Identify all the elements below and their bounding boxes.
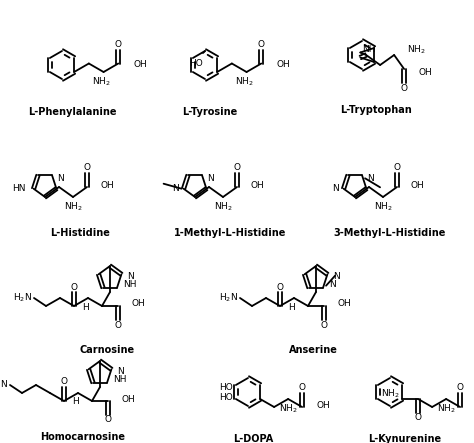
Text: O: O [258,40,265,49]
Text: H$_2$N: H$_2$N [13,292,32,304]
Text: OH: OH [101,180,115,190]
Text: NH$_2$: NH$_2$ [214,201,232,213]
Text: O: O [393,163,401,172]
Text: OH: OH [276,60,290,69]
Text: NH$_2$: NH$_2$ [374,201,392,213]
Text: O: O [299,384,306,392]
Text: O: O [104,416,111,424]
Text: Homocarnosine: Homocarnosine [40,432,126,442]
Text: NH: NH [113,375,127,384]
Text: O: O [320,320,328,330]
Text: NH: NH [362,45,376,54]
Text: Anserine: Anserine [289,345,337,355]
Text: NH$_2$: NH$_2$ [235,76,254,88]
Text: O: O [71,283,78,291]
Text: NH$_2$: NH$_2$ [64,201,82,213]
Text: OH: OH [132,299,146,308]
Text: L-DOPA: L-DOPA [233,434,273,443]
Text: O: O [234,163,240,172]
Text: O: O [115,40,122,49]
Text: N: N [118,367,124,376]
Text: OH: OH [418,67,432,77]
Text: 1-Methyl-L-Histidine: 1-Methyl-L-Histidine [174,228,286,238]
Text: H: H [289,303,295,311]
Text: L-Phenylalanine: L-Phenylalanine [28,107,116,117]
Text: O: O [401,83,408,93]
Text: Carnosine: Carnosine [80,345,135,355]
Text: NH$_2$: NH$_2$ [407,44,426,56]
Text: N: N [332,184,338,193]
Text: N: N [207,174,214,183]
Text: N: N [367,174,374,183]
Text: O: O [61,377,67,386]
Text: NH$_2$: NH$_2$ [437,403,456,415]
Text: HO: HO [219,392,233,401]
Text: O: O [456,384,464,392]
Text: L-Tyrosine: L-Tyrosine [182,107,237,117]
Text: H: H [73,397,79,407]
Text: N: N [128,272,134,281]
Text: 3-Methyl-L-Histidine: 3-Methyl-L-Histidine [334,228,446,238]
Text: NH$_2$: NH$_2$ [279,403,297,415]
Text: OH: OH [316,400,330,409]
Text: NH: NH [123,280,137,289]
Text: L-Kynurenine: L-Kynurenine [368,434,442,443]
Text: O: O [415,413,422,423]
Text: N: N [57,174,64,183]
Text: HO: HO [189,58,203,67]
Text: O: O [83,163,91,172]
Text: H: H [82,303,90,311]
Text: O: O [276,283,283,291]
Text: H$_2$N: H$_2$N [0,379,8,391]
Text: L-Tryptophan: L-Tryptophan [340,105,412,115]
Text: OH: OH [411,180,425,190]
Text: N: N [172,184,179,193]
Text: HO: HO [219,382,233,392]
Text: NH$_2$: NH$_2$ [381,388,399,400]
Text: OH: OH [133,60,147,69]
Text: OH: OH [122,395,136,404]
Text: N: N [329,280,336,289]
Text: NH$_2$: NH$_2$ [92,76,111,88]
Text: N: N [333,272,340,281]
Text: OH: OH [251,180,265,190]
Text: HN: HN [12,184,26,193]
Text: H$_2$N: H$_2$N [219,292,238,304]
Text: OH: OH [338,299,352,308]
Text: O: O [115,320,121,330]
Text: L-Histidine: L-Histidine [50,228,110,238]
